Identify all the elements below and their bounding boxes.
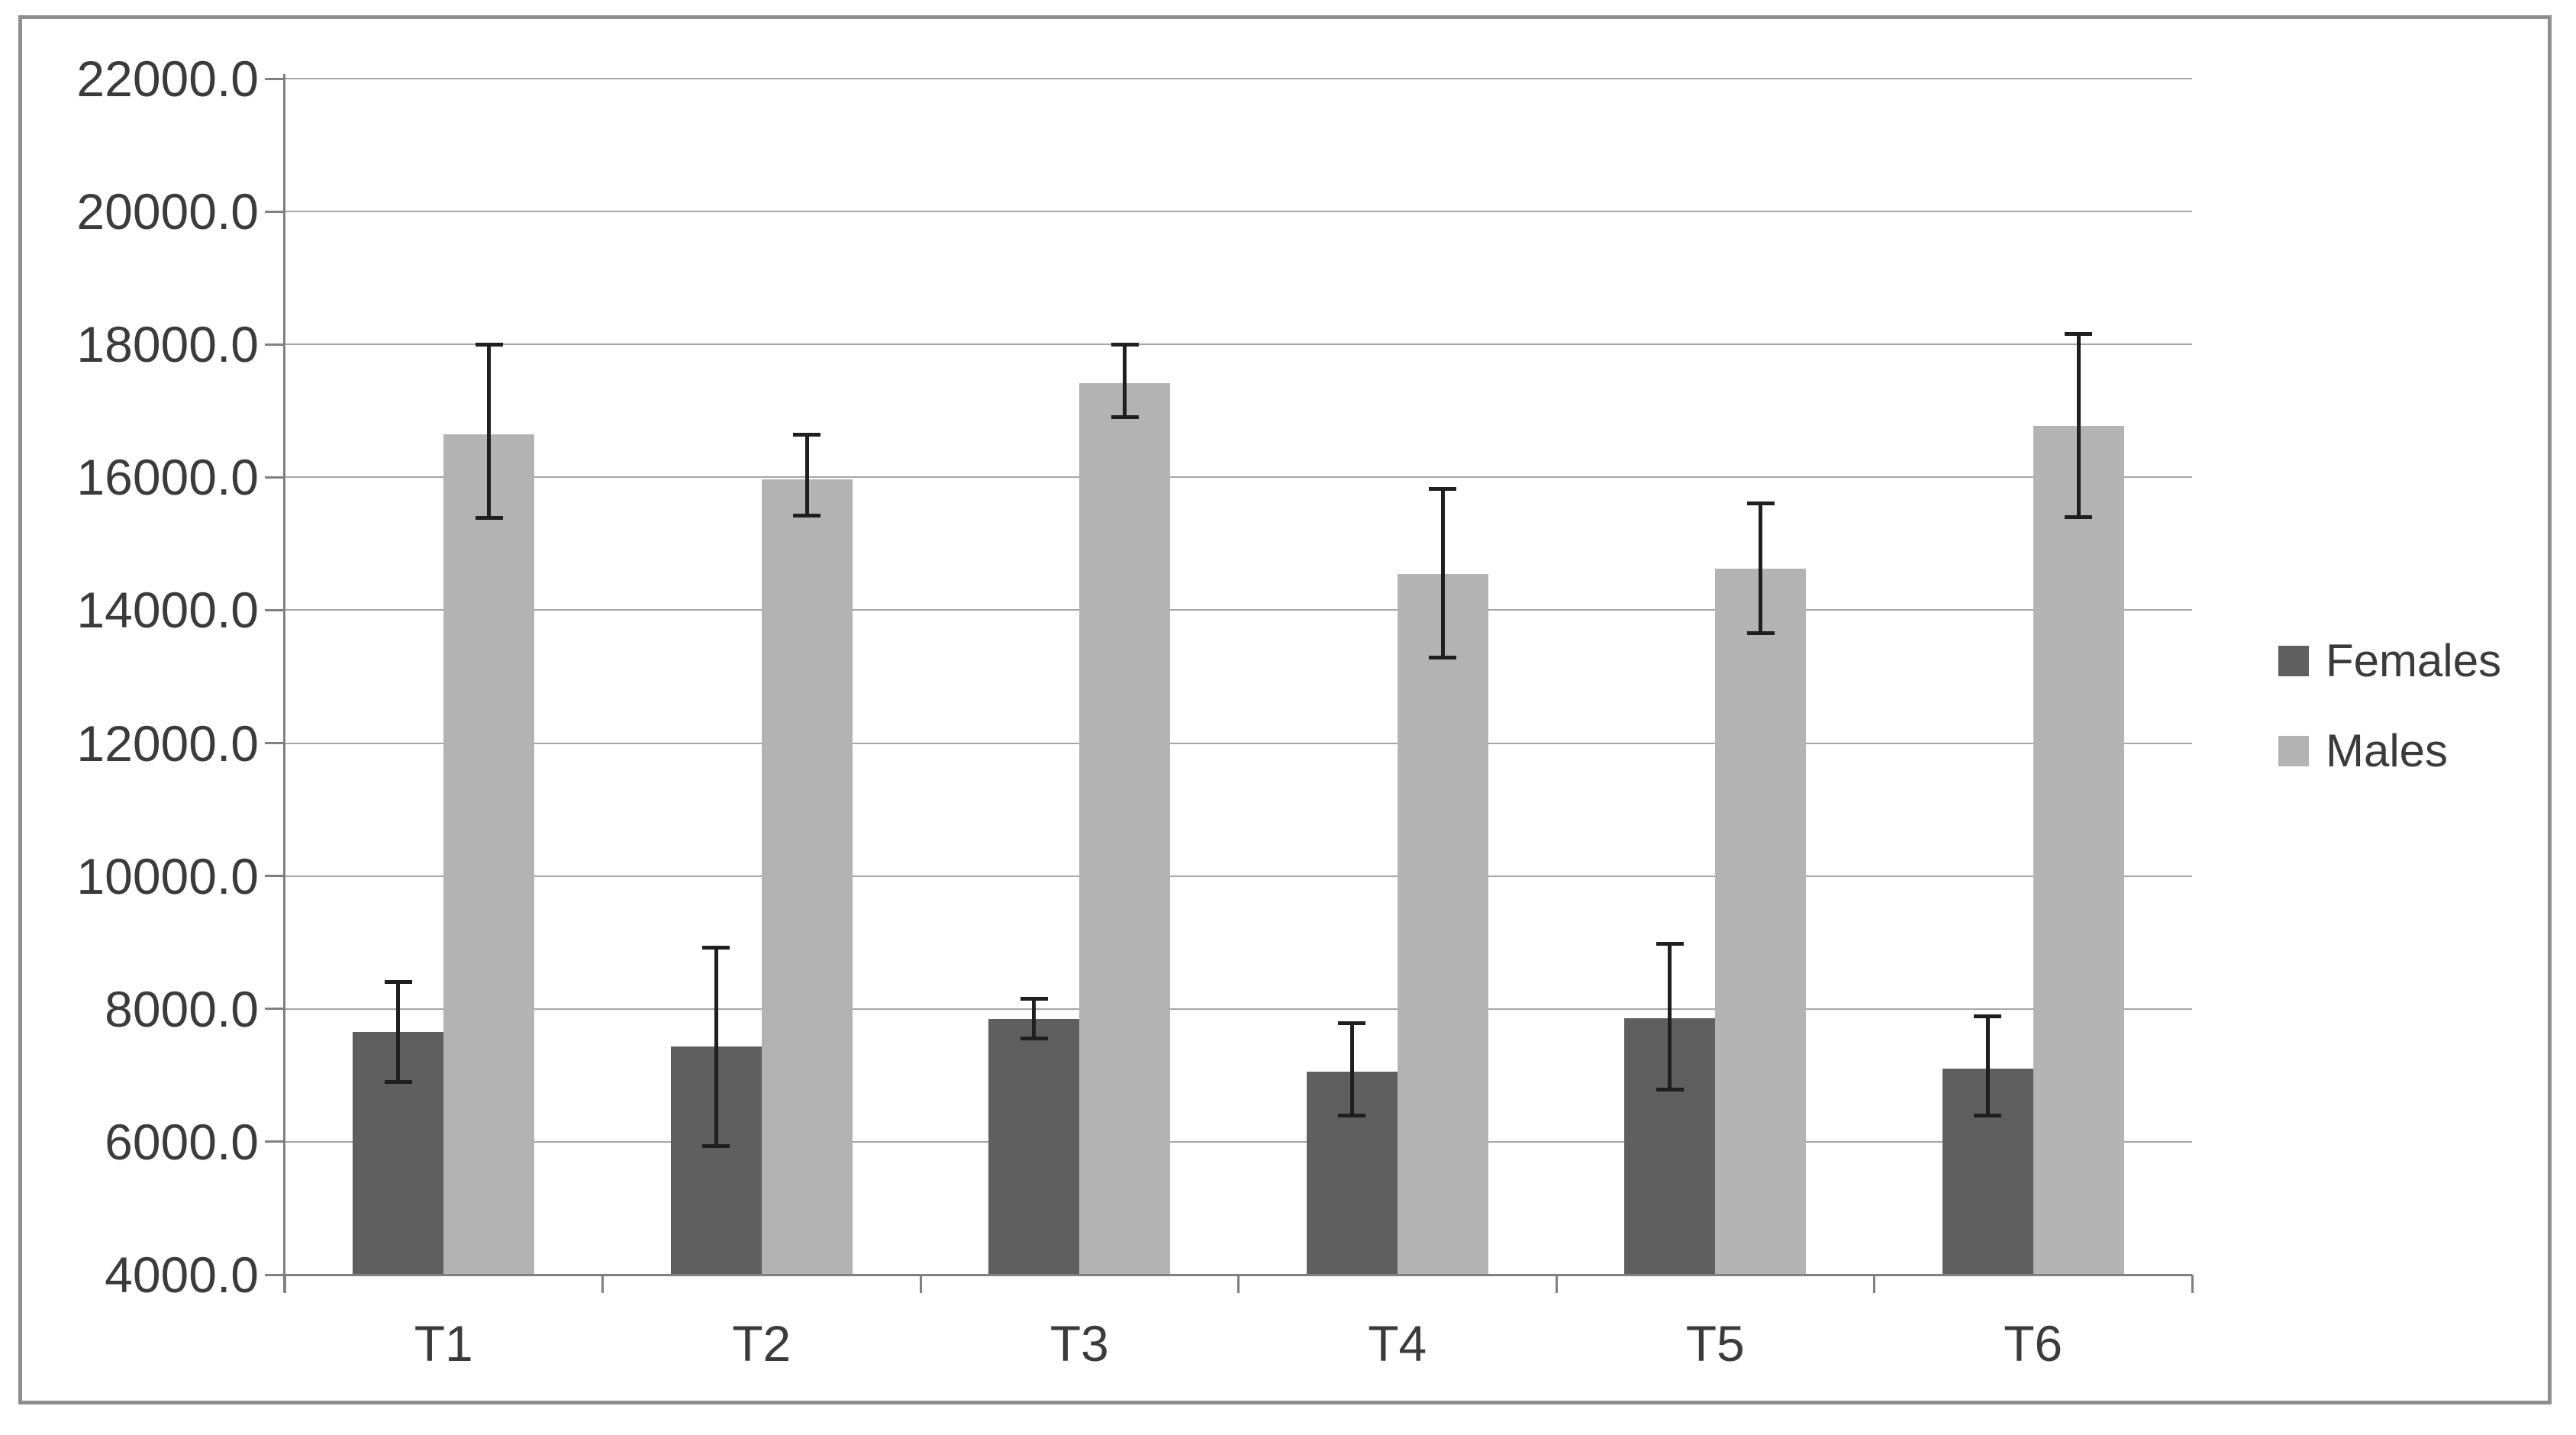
error-bar-females-t4-cap-bottom	[1338, 1114, 1366, 1118]
legend-entry-males: Males	[2278, 725, 2501, 776]
gridline	[285, 875, 2192, 877]
error-bar-females-t5	[1668, 943, 1672, 1090]
error-bar-males-t5-cap-bottom	[1746, 631, 1775, 636]
error-bar-males-t5	[1759, 503, 1763, 634]
x-axis-label-t5: T5	[1685, 1315, 1745, 1372]
error-bar-males-t5-cap-top	[1746, 501, 1775, 505]
error-bar-females-t4	[1349, 1023, 1354, 1116]
error-bar-females-t5-cap-top	[1656, 941, 1684, 946]
legend: Females Males	[2278, 635, 2502, 776]
y-axis-tick-label: 14000.0	[76, 582, 259, 639]
legend-swatch-males	[2278, 736, 2309, 766]
y-axis-tick	[265, 1140, 285, 1143]
x-axis-tick	[1237, 1275, 1240, 1293]
error-bar-females-t4-cap-top	[1338, 1021, 1366, 1026]
plot-area	[265, 74, 2194, 1293]
gridline	[285, 476, 2192, 479]
x-axis-tick	[601, 1275, 604, 1293]
error-bar-males-t3	[1123, 344, 1127, 418]
gridline	[285, 1008, 2192, 1010]
y-axis-tick-label: 12000.0	[76, 714, 259, 772]
error-bar-females-t1-cap-top	[384, 980, 412, 985]
x-axis-label-t4: T4	[1368, 1315, 1427, 1372]
error-bar-males-t3-cap-top	[1111, 342, 1139, 347]
y-axis-tick-label: 8000.0	[105, 980, 259, 1037]
y-axis-tick	[265, 1273, 285, 1276]
y-axis-tick	[265, 343, 285, 346]
legend-label-females: Females	[2326, 635, 2502, 686]
error-bar-males-t6	[2076, 334, 2081, 518]
gridline	[285, 609, 2192, 611]
error-bar-females-t5-cap-bottom	[1656, 1088, 1684, 1092]
y-axis-tick	[265, 742, 285, 745]
y-axis-tick-label: 16000.0	[76, 449, 259, 506]
y-axis-tick-label: 22000.0	[76, 50, 259, 107]
error-bar-males-t6-cap-bottom	[2065, 515, 2093, 520]
error-bar-males-t4-cap-top	[1429, 486, 1457, 491]
x-axis-label-t1: T1	[414, 1315, 473, 1372]
error-bar-males-t4	[1440, 489, 1445, 658]
x-axis-label-t3: T3	[1049, 1315, 1109, 1372]
error-bar-males-t2	[804, 434, 809, 516]
error-bar-females-t6	[1985, 1016, 1990, 1116]
error-bar-males-t4-cap-bottom	[1429, 655, 1457, 659]
error-bar-females-t6-cap-top	[1974, 1014, 2002, 1018]
y-axis-tick	[265, 1008, 285, 1011]
error-bar-females-t2	[714, 947, 718, 1146]
error-bar-males-t1-cap-top	[475, 342, 503, 347]
bar-males-t4	[1397, 573, 1488, 1275]
bar-males-t2	[761, 479, 853, 1275]
chart-figure: 4000.0 6000.0 8000.0 10000.0 12000.0 14000.0 1…	[18, 15, 2552, 1404]
gridline	[285, 742, 2192, 744]
error-bar-males-t1	[487, 344, 492, 518]
y-axis-tick-label: 4000.0	[105, 1246, 259, 1303]
legend-swatch-females	[2278, 646, 2309, 676]
y-axis-tick	[265, 77, 285, 80]
error-bar-males-t2-cap-bottom	[793, 514, 821, 518]
y-axis-tick-label: 10000.0	[76, 847, 259, 905]
gridline	[285, 1140, 2192, 1143]
gridline	[285, 343, 2192, 346]
legend-entry-females: Females	[2278, 635, 2502, 686]
y-axis-tick-label: 20000.0	[76, 183, 259, 240]
x-axis-tick	[919, 1275, 922, 1293]
error-bar-females-t1-cap-bottom	[384, 1080, 412, 1085]
error-bar-males-t2-cap-top	[793, 433, 821, 437]
bar-males-t6	[2033, 426, 2124, 1275]
x-axis-tick	[1555, 1275, 1558, 1293]
error-bar-females-t3	[1032, 998, 1037, 1039]
error-bar-males-t3-cap-bottom	[1111, 415, 1139, 420]
x-axis-label-t2: T2	[732, 1315, 791, 1372]
y-axis-tick	[265, 476, 285, 479]
y-axis-tick-label: 6000.0	[105, 1113, 259, 1170]
y-axis-line	[283, 74, 285, 1292]
x-axis-tick	[283, 1275, 286, 1293]
error-bar-females-t2-cap-bottom	[702, 1144, 730, 1149]
error-bar-males-t1-cap-bottom	[475, 515, 503, 520]
y-axis-tick	[265, 875, 285, 878]
y-axis-tick-label: 18000.0	[76, 316, 259, 373]
error-bar-females-t3-cap-bottom	[1020, 1037, 1048, 1041]
y-axis-tick	[265, 210, 285, 213]
x-axis-tick	[2191, 1275, 2194, 1293]
gridline	[285, 211, 2192, 213]
x-axis-tick	[1873, 1275, 1875, 1293]
error-bar-females-t3-cap-top	[1020, 997, 1048, 1001]
legend-label-males: Males	[2326, 725, 2449, 776]
bar-females-t3	[988, 1018, 1080, 1275]
bar-males-t1	[443, 434, 535, 1275]
bar-males-t5	[1715, 569, 1807, 1275]
bar-males-t3	[1079, 382, 1171, 1275]
gridline	[285, 78, 2192, 79]
error-bar-females-t2-cap-top	[702, 946, 730, 950]
y-axis-tick	[265, 608, 285, 611]
error-bar-males-t6-cap-top	[2065, 331, 2093, 336]
x-axis-label-t6: T6	[2004, 1315, 2063, 1372]
error-bar-females-t6-cap-bottom	[1974, 1113, 2002, 1117]
error-bar-females-t1	[396, 982, 401, 1082]
